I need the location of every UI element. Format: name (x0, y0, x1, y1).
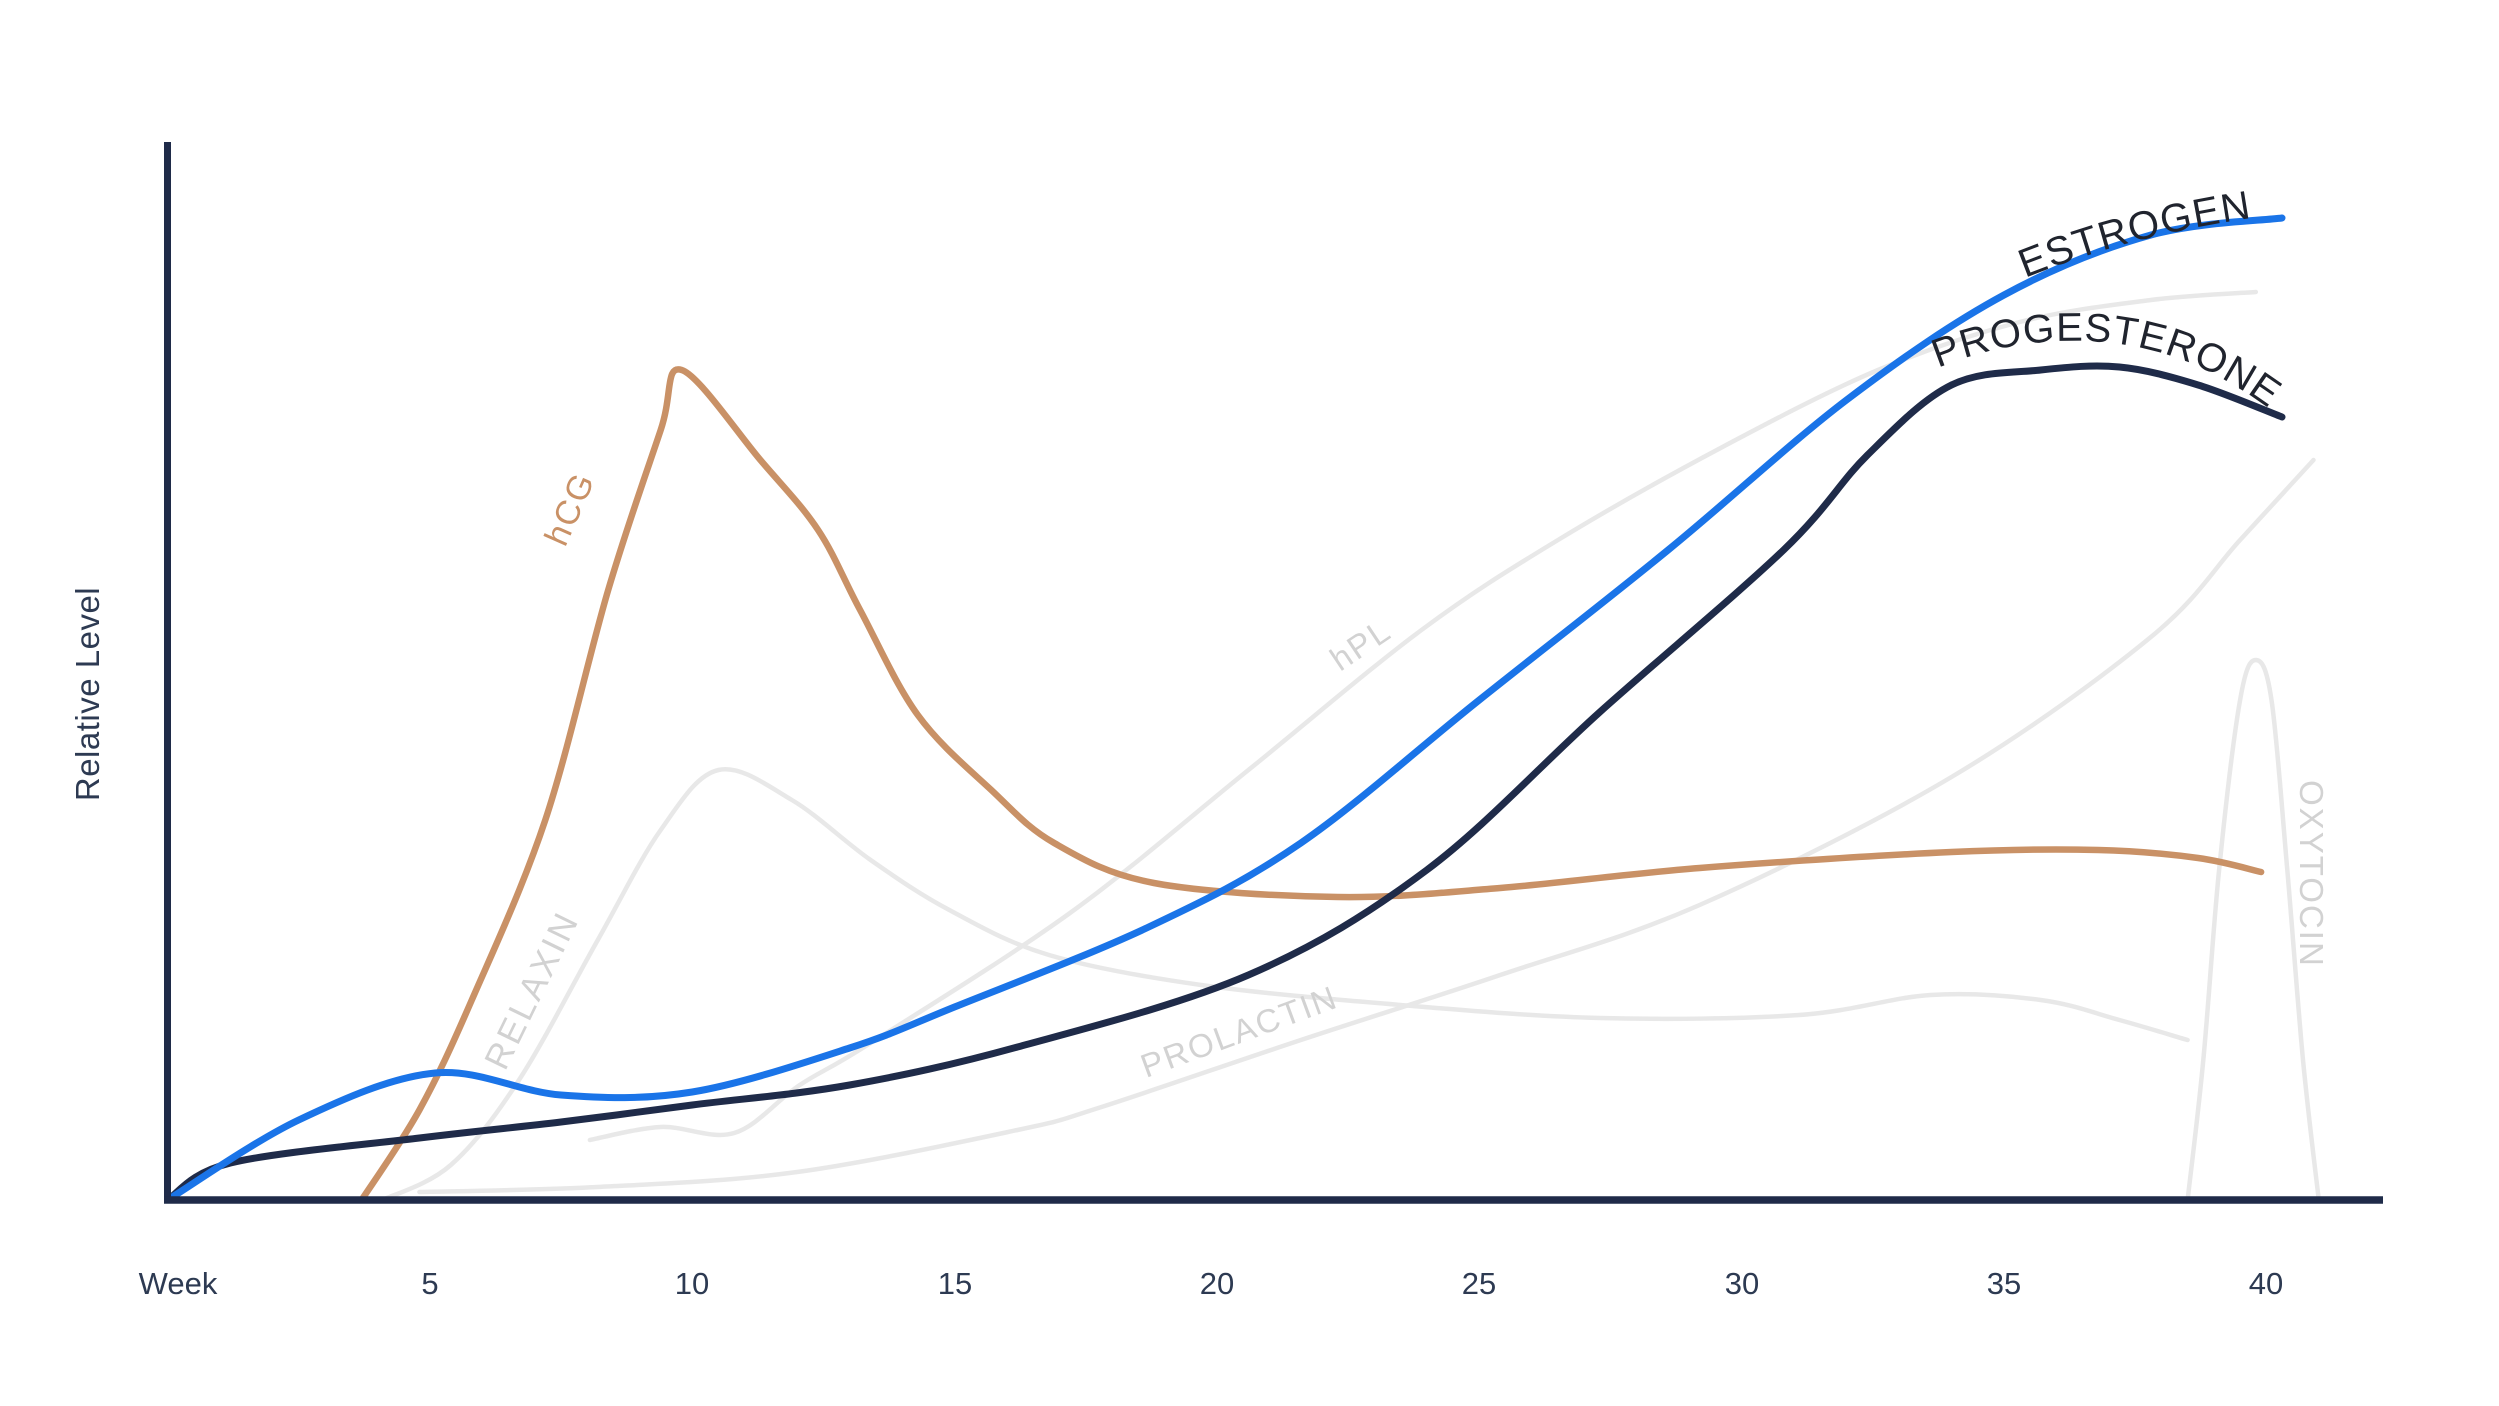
curve-label-estrogen: ESTROGEN (2012, 183, 2254, 286)
curve-hpl (587, 289, 2259, 1143)
x-tick-label-40: 40 (2248, 1266, 2284, 1301)
curve-label-prolactin: PROLACTIN (1136, 978, 1343, 1084)
x-tick-label-20: 20 (1199, 1266, 1235, 1301)
x-tick-label-25: 25 (1461, 1266, 1497, 1301)
curve-prolactin (417, 457, 2316, 1195)
y-axis-title: Relative Level (69, 586, 106, 802)
curve-progesterone (164, 362, 2286, 1204)
curve-hcg (358, 366, 2265, 1204)
x-tick-label-10: 10 (674, 1266, 710, 1301)
curve-label-hcg: hCG (538, 466, 603, 551)
x-tick-label-30: 30 (1724, 1266, 1760, 1301)
curve-oxytocin (2185, 657, 2322, 1203)
x-axis-title: Week (138, 1266, 218, 1301)
curve-estrogen (164, 214, 2286, 1204)
curve-label-hpl: hPL (1323, 611, 1397, 678)
x-tick-label-5: 5 (421, 1266, 439, 1301)
x-tick-label-15: 15 (937, 1266, 973, 1301)
curve-label-oxytocin: OXYTOCIN (2293, 780, 2330, 968)
curve-relaxin (380, 766, 2190, 1203)
x-tick-label-35: 35 (1986, 1266, 2022, 1301)
